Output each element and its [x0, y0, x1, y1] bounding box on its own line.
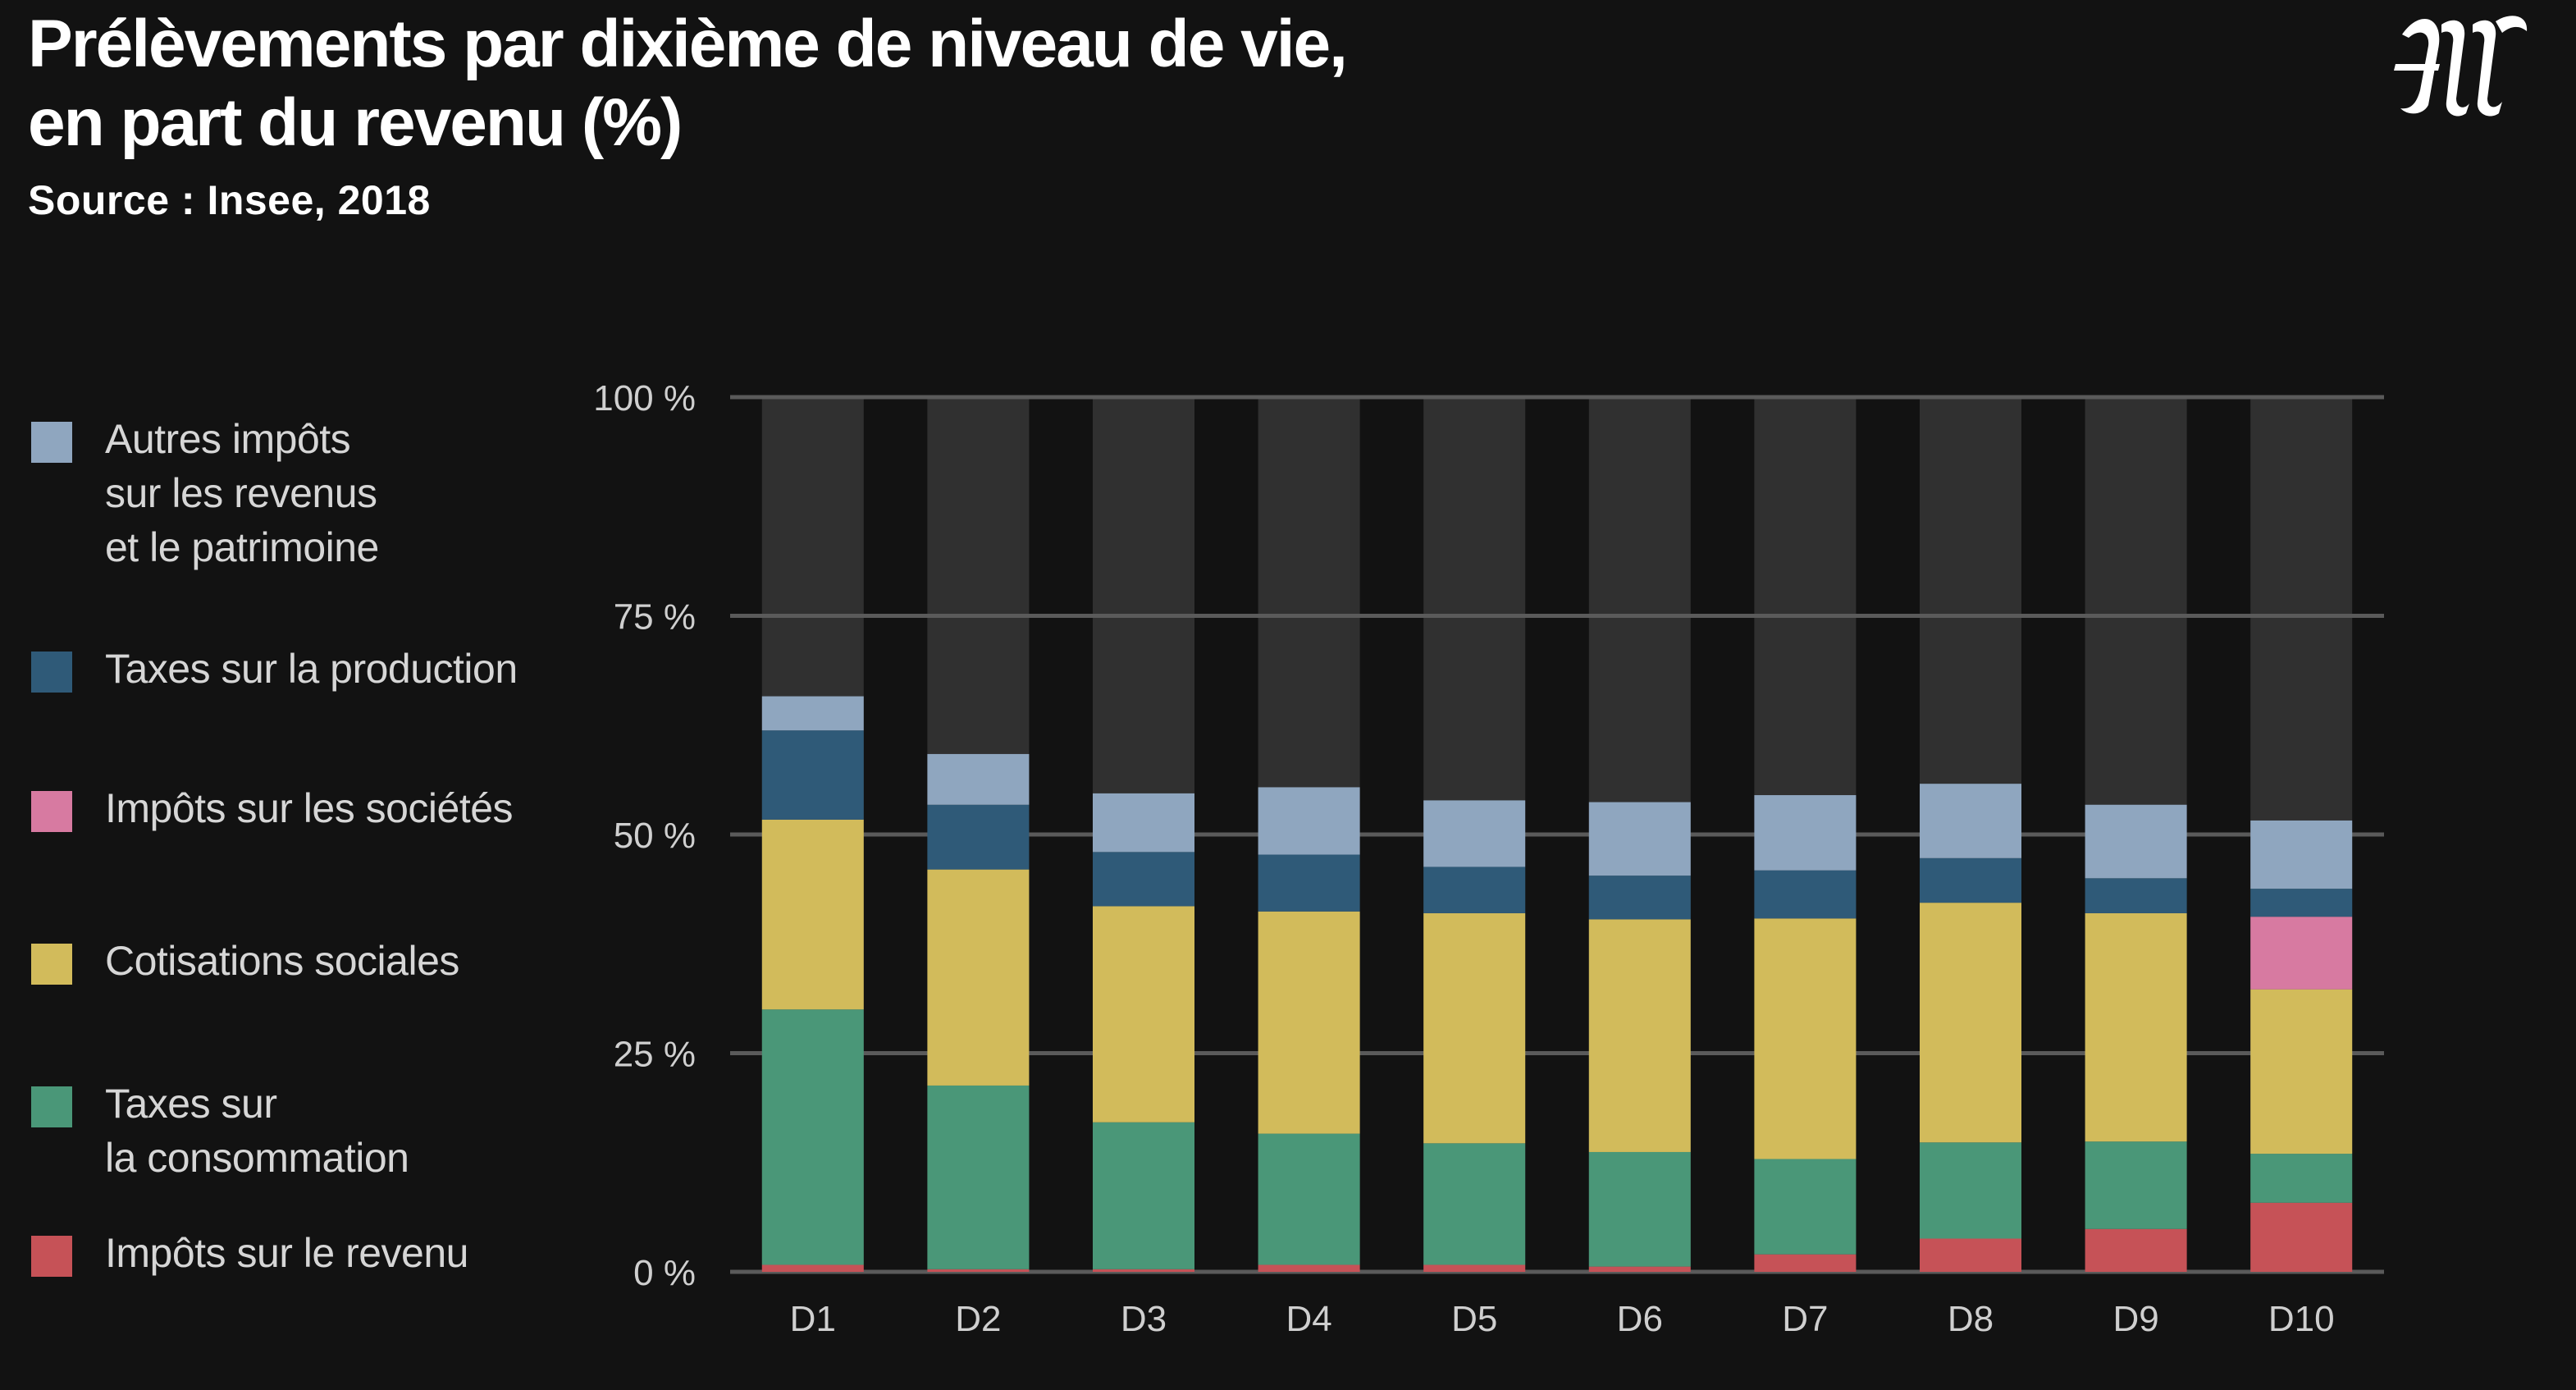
- x-tick-label-d3: D3: [1121, 1299, 1167, 1339]
- bar-segment-d10-series-4: [2250, 889, 2353, 917]
- legend-swatch-taxes-consommation: [31, 1086, 72, 1127]
- bar-segment-d6-series-4: [1588, 876, 1691, 920]
- bar-segment-d6-series-5: [1588, 802, 1691, 876]
- bar-segment-d5-series-1: [1423, 1143, 1526, 1265]
- y-tick-label-75: 75 %: [614, 597, 696, 638]
- bar-segment-d7-series-1: [1754, 1159, 1857, 1255]
- x-tick-label-d2: D2: [955, 1299, 1001, 1339]
- legend-label-taxes-production: Taxes sur la production: [105, 646, 518, 692]
- x-tick-label-d1: D1: [790, 1299, 836, 1339]
- bar-segment-d9-series-5: [2085, 804, 2187, 879]
- legend-swatch-taxes-production: [31, 652, 72, 693]
- y-tick-label-0: 0 %: [633, 1253, 696, 1293]
- x-tick-label-d10: D10: [2268, 1299, 2335, 1339]
- bar-segment-d7-series-4: [1754, 870, 1857, 919]
- bar-segment-d8-series-1: [1920, 1142, 2021, 1239]
- legend-label-cotisations-sociales: Cotisations sociales: [105, 938, 459, 984]
- chart-legend: Autres impôts sur les revenus et le patr…: [30, 0, 571, 1390]
- bar-segment-d4-series-1: [1258, 1133, 1360, 1265]
- bar-segment-d1-series-0: [761, 1264, 864, 1272]
- bar-segment-d10-series-3: [2250, 917, 2353, 990]
- le-monde-logo-icon: [2394, 16, 2528, 117]
- x-tick-label-d8: D8: [1948, 1299, 1994, 1339]
- bar-segment-d10-series-2: [2250, 989, 2353, 1155]
- bar-segment-d1-series-5: [761, 696, 864, 731]
- bar-segment-d10-series-5: [2250, 820, 2353, 889]
- bar-segment-d3-series-0: [1093, 1269, 1194, 1272]
- y-tick-label-25: 25 %: [614, 1035, 696, 1075]
- bar-segment-d5-series-2: [1423, 912, 1526, 1144]
- bar-segment-d1-series-4: [761, 730, 864, 820]
- bar-segment-d9-series-0: [2085, 1228, 2187, 1272]
- bar-segment-d3-series-5: [1093, 793, 1194, 853]
- chart-title-line-1: Prélèvements par dixième de niveau de vi…: [28, 7, 1348, 81]
- bar-segment-d3-series-2: [1093, 906, 1194, 1123]
- bar-segment-d2-series-1: [927, 1085, 1030, 1269]
- legend-label-impots-societes: Impôts sur les sociétés: [105, 785, 514, 831]
- bar-segment-d6-series-1: [1588, 1151, 1691, 1267]
- bar-segment-d1-series-1: [761, 1009, 864, 1265]
- bar-segment-d5-series-4: [1423, 866, 1526, 913]
- bar-segment-d4-series-5: [1258, 787, 1360, 855]
- x-tick-label-d4: D4: [1286, 1299, 1331, 1339]
- legend-swatch-impots-societes: [31, 791, 72, 832]
- bar-segment-d1-series-2: [761, 819, 864, 1010]
- legend-label-taxes-consommation: Taxes sur la consommation: [105, 1081, 409, 1181]
- bar-segment-d7-series-2: [1754, 918, 1857, 1159]
- bar-segment-d5-series-0: [1423, 1264, 1526, 1272]
- bar-segment-d10-series-0: [2250, 1202, 2353, 1272]
- bar-segment-d4-series-0: [1258, 1264, 1360, 1272]
- y-tick-label-50: 50 %: [614, 816, 696, 856]
- x-tick-label-d6: D6: [1617, 1299, 1663, 1339]
- bar-segment-d2-series-4: [927, 804, 1030, 870]
- bar-segment-d7-series-0: [1754, 1254, 1857, 1272]
- bar-segment-d10-series-1: [2250, 1154, 2353, 1203]
- bar-segment-d3-series-4: [1093, 852, 1194, 907]
- bar-segment-d4-series-4: [1258, 854, 1360, 912]
- bar-segment-d8-series-0: [1920, 1238, 2021, 1272]
- legend-swatch-impots-revenu: [31, 1236, 72, 1277]
- bar-segment-d2-series-0: [927, 1269, 1030, 1272]
- bar-segment-d4-series-2: [1258, 911, 1360, 1134]
- legend-swatch-cotisations-sociales: [31, 944, 72, 985]
- legend-swatch-autres-impots: [31, 422, 72, 463]
- legend-label-autres-impots: Autres impôts sur les revenus et le patr…: [105, 416, 379, 570]
- bar-segment-d9-series-1: [2085, 1141, 2187, 1229]
- chart-title: Prélèvements par dixième de niveau de vi…: [28, 5, 1348, 162]
- bar-segment-d2-series-2: [927, 869, 1030, 1086]
- bar-segment-d3-series-1: [1093, 1122, 1194, 1269]
- x-tick-label-d7: D7: [1782, 1299, 1828, 1339]
- bar-segment-d6-series-2: [1588, 919, 1691, 1152]
- bar-segment-d6-series-0: [1588, 1266, 1691, 1272]
- legend-label-impots-revenu: Impôts sur le revenu: [105, 1230, 468, 1276]
- bar-segment-d8-series-2: [1920, 903, 2021, 1143]
- y-tick-label-100: 100 %: [593, 378, 696, 418]
- chart-source: Source : Insee, 2018: [28, 177, 431, 223]
- bar-segment-d8-series-4: [1920, 857, 2021, 903]
- bar-segment-d9-series-2: [2085, 912, 2187, 1142]
- bar-segment-d8-series-5: [1920, 784, 2021, 858]
- x-tick-label-d9: D9: [2112, 1299, 2158, 1339]
- bar-segment-d5-series-5: [1423, 800, 1526, 867]
- bar-segment-d9-series-4: [2085, 878, 2187, 913]
- bar-segment-d7-series-5: [1754, 795, 1857, 871]
- x-tick-label-d5: D5: [1451, 1299, 1497, 1339]
- chart-title-line-2: en part du revenu (%): [28, 85, 683, 160]
- bar-segment-d2-series-5: [927, 753, 1030, 805]
